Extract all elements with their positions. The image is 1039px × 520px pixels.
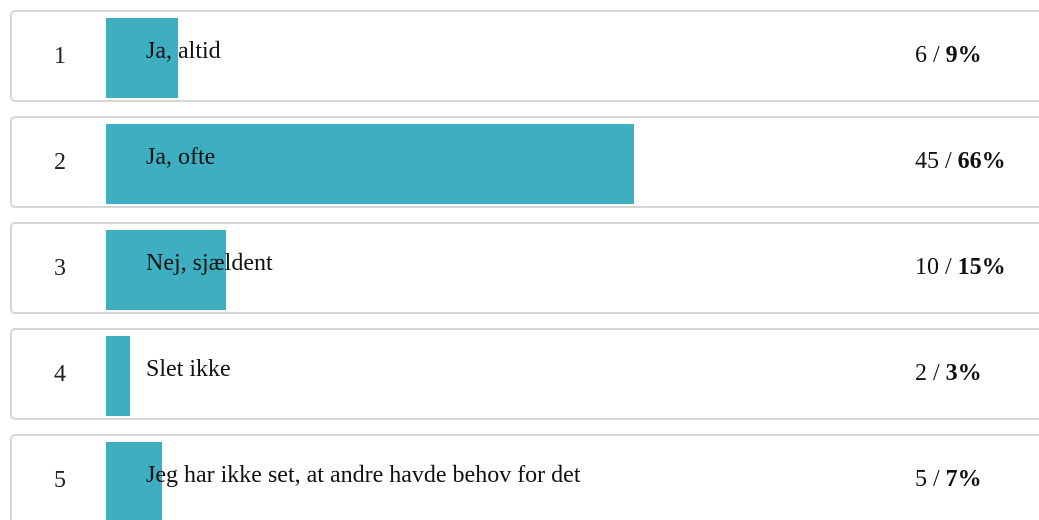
answer-label: Ja, altid (146, 38, 221, 64)
row-rank: 1 (54, 43, 66, 69)
row-rank: 3 (54, 255, 66, 281)
percent-label: 9% (945, 42, 982, 68)
bar-4 (106, 336, 130, 416)
bar-track (106, 124, 706, 204)
bar-track (106, 442, 706, 520)
answer-value: 10 / 15% (915, 224, 1006, 310)
bar-3 (106, 230, 226, 310)
percent-label: 15% (957, 254, 1006, 280)
answer-label: Slet ikke (146, 356, 231, 382)
bar-1 (106, 18, 178, 98)
answer-row-2: 2 Ja, ofte 45 / 66% (10, 116, 1039, 208)
bar-2 (106, 124, 634, 204)
count-label: 45 / (915, 148, 952, 174)
bar-5 (106, 442, 162, 520)
answer-label: Jeg har ikke set, at andre havde behov f… (146, 462, 581, 488)
answer-label: Nej, sjældent (146, 250, 273, 276)
percent-label: 66% (957, 148, 1006, 174)
answer-row-1: 1 Ja, altid 6 / 9% (10, 10, 1039, 102)
count-label: 2 / (915, 360, 940, 386)
row-rank: 2 (54, 149, 66, 175)
row-rank: 4 (54, 361, 66, 387)
answer-label: Ja, ofte (146, 144, 216, 170)
answer-row-5: 5 Jeg har ikke set, at andre havde behov… (10, 434, 1039, 520)
row-rank: 5 (54, 467, 66, 493)
count-label: 6 / (915, 42, 940, 68)
bar-track (106, 18, 706, 98)
answer-value: 6 / 9% (915, 12, 982, 98)
percent-label: 7% (945, 466, 982, 492)
answer-value: 45 / 66% (915, 118, 1006, 204)
bar-track (106, 336, 706, 416)
count-label: 5 / (915, 466, 940, 492)
answer-value: 5 / 7% (915, 436, 982, 520)
answer-value: 2 / 3% (915, 330, 982, 416)
count-label: 10 / (915, 254, 952, 280)
percent-label: 3% (945, 360, 982, 386)
bar-track (106, 230, 706, 310)
answer-row-3: 3 Nej, sjældent 10 / 15% (10, 222, 1039, 314)
answer-row-4: 4 Slet ikke 2 / 3% (10, 328, 1039, 420)
